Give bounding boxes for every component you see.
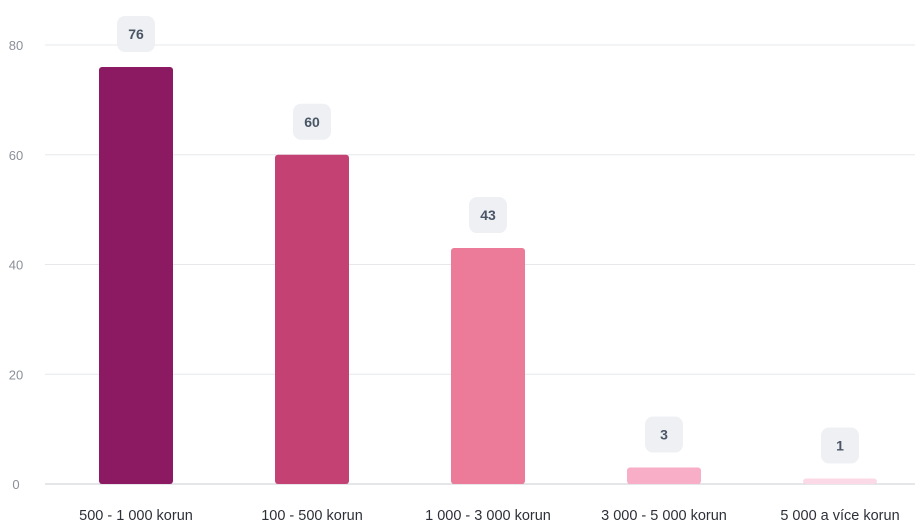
bar[interactable]	[275, 154, 349, 484]
data-label-box	[469, 197, 507, 234]
bar[interactable]	[99, 66, 173, 484]
x-tick-label: 100 - 500 korun	[261, 508, 363, 523]
y-tick-label: 60	[9, 148, 23, 163]
data-label-box	[117, 15, 155, 52]
bar[interactable]	[451, 248, 525, 484]
data-label: 76	[128, 26, 144, 42]
data-label: 1	[836, 438, 844, 454]
bar[interactable]	[627, 467, 701, 484]
data-label-box	[293, 103, 331, 140]
bar[interactable]	[803, 478, 877, 484]
y-axis: 0 20 40 60 80	[9, 38, 23, 492]
x-tick-label: 3 000 - 5 000 korun	[601, 508, 727, 523]
data-label: 3	[660, 427, 668, 443]
y-tick-label: 20	[9, 367, 23, 382]
data-label: 60	[304, 114, 320, 130]
data-label: 43	[480, 207, 496, 223]
data-label-box	[821, 427, 859, 464]
x-axis: 500 - 1 000 korun 100 - 500 korun 1 000 - …	[79, 508, 899, 523]
bars	[99, 66, 877, 484]
y-tick-label: 40	[9, 258, 23, 273]
y-tick-label: 80	[9, 38, 23, 53]
x-tick-label: 5 000 a více korun	[780, 508, 899, 523]
y-tick-label: 0	[12, 477, 19, 492]
data-labels: 76 60 43 3 1	[117, 15, 859, 464]
data-label-box	[645, 416, 683, 453]
x-tick-label: 500 - 1 000 korun	[79, 508, 193, 523]
x-tick-label: 1 000 - 3 000 korun	[425, 508, 551, 523]
